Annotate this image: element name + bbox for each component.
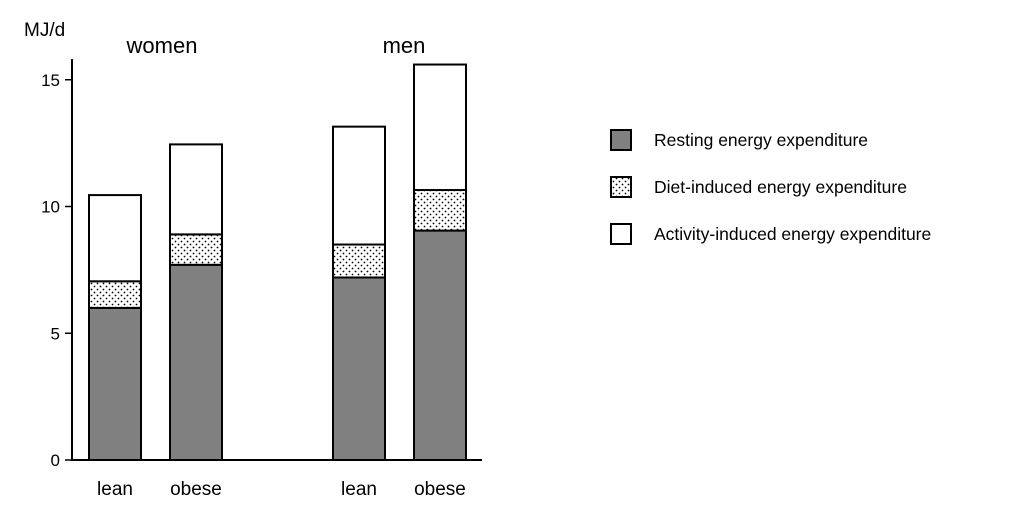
y-tick-label: 10 (41, 198, 60, 217)
bar-segment-resting (88, 306, 142, 461)
bar-segment-diet-induced (332, 243, 386, 279)
legend-label: Diet-induced energy expenditure (654, 177, 907, 197)
bar-segment-activity-induced (169, 143, 223, 236)
bar-segment-diet-induced (413, 189, 467, 232)
legend-label: Activity-induced energy expenditure (654, 224, 931, 244)
bar-segment-activity-induced (413, 63, 467, 192)
y-tick-label: 5 (51, 324, 60, 343)
bar-segment-resting (413, 229, 467, 461)
category-label: obese (414, 479, 466, 500)
legend-label: Resting energy expenditure (654, 130, 868, 150)
group-label: men (383, 33, 426, 58)
y-tick-label: 15 (41, 71, 60, 90)
legend-swatch (610, 129, 632, 151)
bar-segment-diet-induced (88, 280, 142, 309)
category-labels: lean obese lean obese (97, 479, 466, 500)
group-label: women (126, 33, 198, 58)
legend-swatch (610, 176, 632, 198)
bar-segment-diet-induced (169, 233, 223, 266)
bar-segment-resting (332, 276, 386, 462)
bar-segment-resting (169, 263, 223, 461)
bar-segment-activity-induced (88, 194, 142, 283)
bar-segment-activity-induced (332, 125, 386, 246)
bars (88, 63, 467, 462)
y-axis-label: MJ/d (24, 20, 65, 41)
legend: Resting energy expenditure Diet-induced e… (610, 129, 931, 245)
y-tick-label: 0 (51, 451, 60, 470)
legend-swatch (610, 223, 632, 245)
group-labels: women men (126, 33, 426, 58)
category-label: lean (341, 479, 377, 500)
category-label: lean (97, 479, 133, 500)
category-label: obese (170, 479, 222, 500)
